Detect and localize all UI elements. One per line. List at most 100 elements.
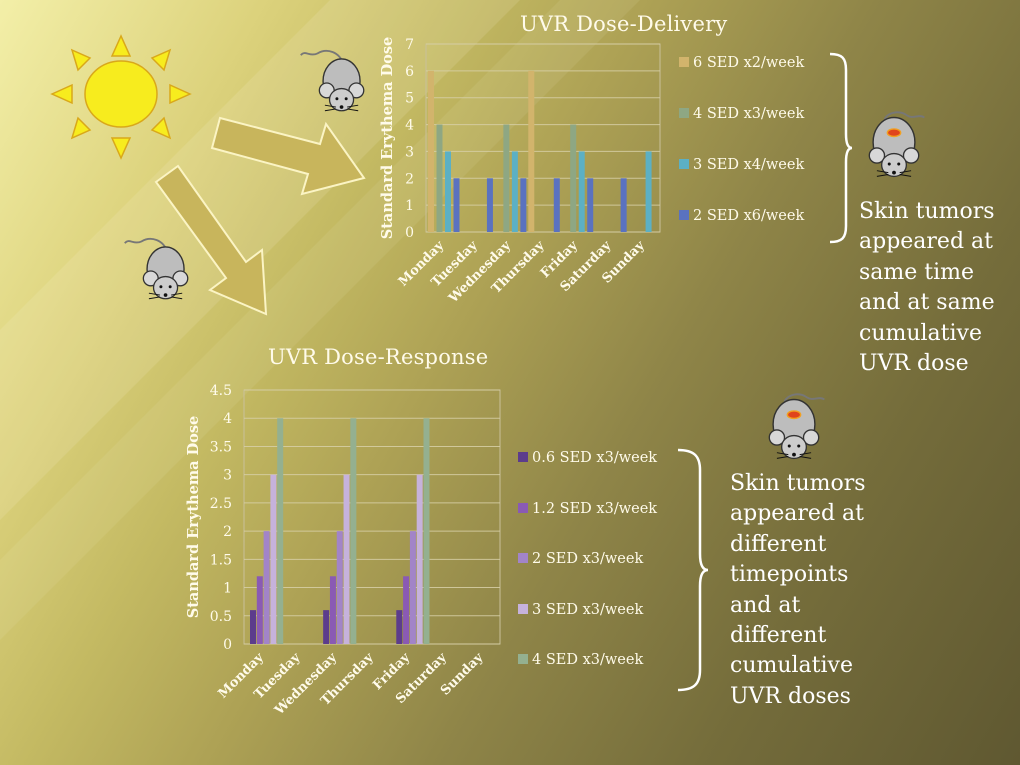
bar — [416, 474, 423, 644]
bar — [403, 576, 410, 644]
bar — [263, 531, 270, 644]
y-axis-label: Standard Erythema Dose — [185, 416, 202, 618]
note-line: and at same — [859, 290, 995, 316]
arrow-icon — [210, 116, 366, 196]
note-line: different — [730, 623, 827, 649]
legend-swatch — [679, 57, 689, 67]
bar — [350, 418, 357, 644]
delivery-result-note: Skin tumors appeared at same time and at sa… — [859, 197, 995, 379]
note-line: UVR dose — [859, 351, 969, 377]
legend-swatch — [679, 108, 689, 118]
bar — [486, 178, 493, 232]
y-tick-label: 1.5 — [210, 552, 232, 568]
bar — [528, 70, 535, 232]
legend-swatch — [518, 502, 528, 513]
legend-swatch — [518, 654, 528, 664]
y-tick-label: 0 — [405, 225, 414, 241]
legend-item: 2 SED x3/week — [518, 551, 643, 567]
y-tick-label: 1 — [223, 581, 232, 597]
legend-item: 3 SED x3/week — [518, 602, 643, 618]
y-axis-label: Standard Erythema Dose — [379, 37, 396, 239]
note-line: and at — [730, 592, 801, 618]
legend-swatch — [679, 159, 689, 169]
bar — [256, 576, 263, 644]
note-line: cumulative — [859, 320, 982, 346]
bar — [578, 151, 585, 232]
note-line: UVR doses — [730, 683, 851, 709]
legend-label: 4 SED x3/week — [693, 106, 805, 122]
mouse-with-tumor-icon — [868, 111, 925, 178]
legend-item: 2 SED x6/week — [679, 208, 804, 224]
mouse-icon — [124, 238, 189, 300]
bar — [587, 178, 594, 232]
bar — [336, 531, 343, 644]
dose-response-chart: 0 0.5 1 1.5 2 2.5 3 3.5 4 4.5 Standard Erythema Do… — [185, 383, 501, 719]
note-line: Skin tumors — [859, 199, 995, 224]
y-tick-label: 6 — [405, 64, 414, 80]
arrow-icon — [154, 164, 268, 316]
chart-title: UVR Dose-Delivery — [520, 12, 728, 36]
bar — [250, 610, 256, 644]
bar — [436, 124, 443, 232]
bar — [503, 124, 510, 232]
y-tick-label: 4 — [223, 411, 232, 427]
y-tick-label: 2 — [405, 171, 414, 187]
y-tick-label: 0 — [223, 637, 232, 653]
bar — [323, 610, 330, 644]
y-tick-label: 7 — [405, 37, 414, 53]
bar — [620, 178, 627, 232]
sun-icon — [50, 34, 192, 160]
y-tick-label: 4 — [405, 118, 414, 134]
y-tick-label: 3 — [223, 468, 232, 484]
legend-label: 6 SED x2/week — [693, 55, 805, 71]
y-tick-label: 1 — [405, 198, 414, 214]
y-tick-label: 5 — [405, 91, 414, 107]
legend-swatch — [518, 553, 528, 563]
note-line: same time — [859, 259, 975, 285]
bar — [428, 70, 434, 232]
legend-label: 2 SED x3/week — [532, 551, 644, 567]
legend-label: 2 SED x6/week — [693, 208, 805, 224]
chart-title: UVR Dose-Response — [268, 345, 489, 369]
mouse-with-tumor-icon — [768, 393, 825, 460]
bar — [453, 178, 460, 232]
note-line: Skin tumors — [730, 471, 866, 496]
legend-label: 3 SED x4/week — [693, 157, 805, 173]
legend-item: 4 SED x3/week — [518, 652, 643, 668]
bar — [645, 151, 652, 232]
legend-swatch — [518, 603, 528, 614]
note-line: different — [730, 531, 827, 557]
y-tick-label: 3 — [405, 144, 414, 160]
legend-label: 4 SED x3/week — [532, 652, 644, 668]
legend-label: 1.2 SED x3/week — [532, 500, 658, 517]
y-tick-label: 0.5 — [210, 609, 232, 625]
y-tick-label: 2.5 — [210, 496, 232, 512]
bar — [445, 151, 451, 232]
legend-item: 4 SED x3/week — [679, 106, 804, 122]
bar — [553, 178, 560, 232]
legend-label: 3 SED x3/week — [532, 601, 644, 618]
note-line: cumulative — [730, 653, 853, 679]
bar — [423, 418, 430, 644]
right-brace-icon — [829, 52, 853, 244]
legend-item: 1.2 SED x3/week — [518, 501, 657, 517]
bar — [511, 151, 518, 232]
y-tick-label: 4.5 — [210, 383, 232, 399]
bar — [270, 474, 277, 644]
bar — [343, 474, 350, 644]
legend-swatch — [679, 210, 689, 220]
legend-item: 0.6 SED x3/week — [518, 450, 657, 466]
note-line: appeared at — [730, 501, 864, 527]
bar — [570, 124, 577, 232]
note-line: timepoints — [730, 562, 849, 588]
right-brace-icon — [677, 448, 709, 692]
bar — [329, 576, 336, 644]
y-tick-label: 2 — [223, 524, 232, 540]
response-result-note: Skin tumors appeared at different timepoint… — [730, 469, 866, 712]
bar — [396, 610, 403, 644]
bar — [277, 418, 284, 644]
legend-label: 0.6 SED x3/week — [532, 450, 658, 466]
legend-swatch — [518, 452, 528, 462]
legend-item: 3 SED x4/week — [679, 157, 804, 173]
